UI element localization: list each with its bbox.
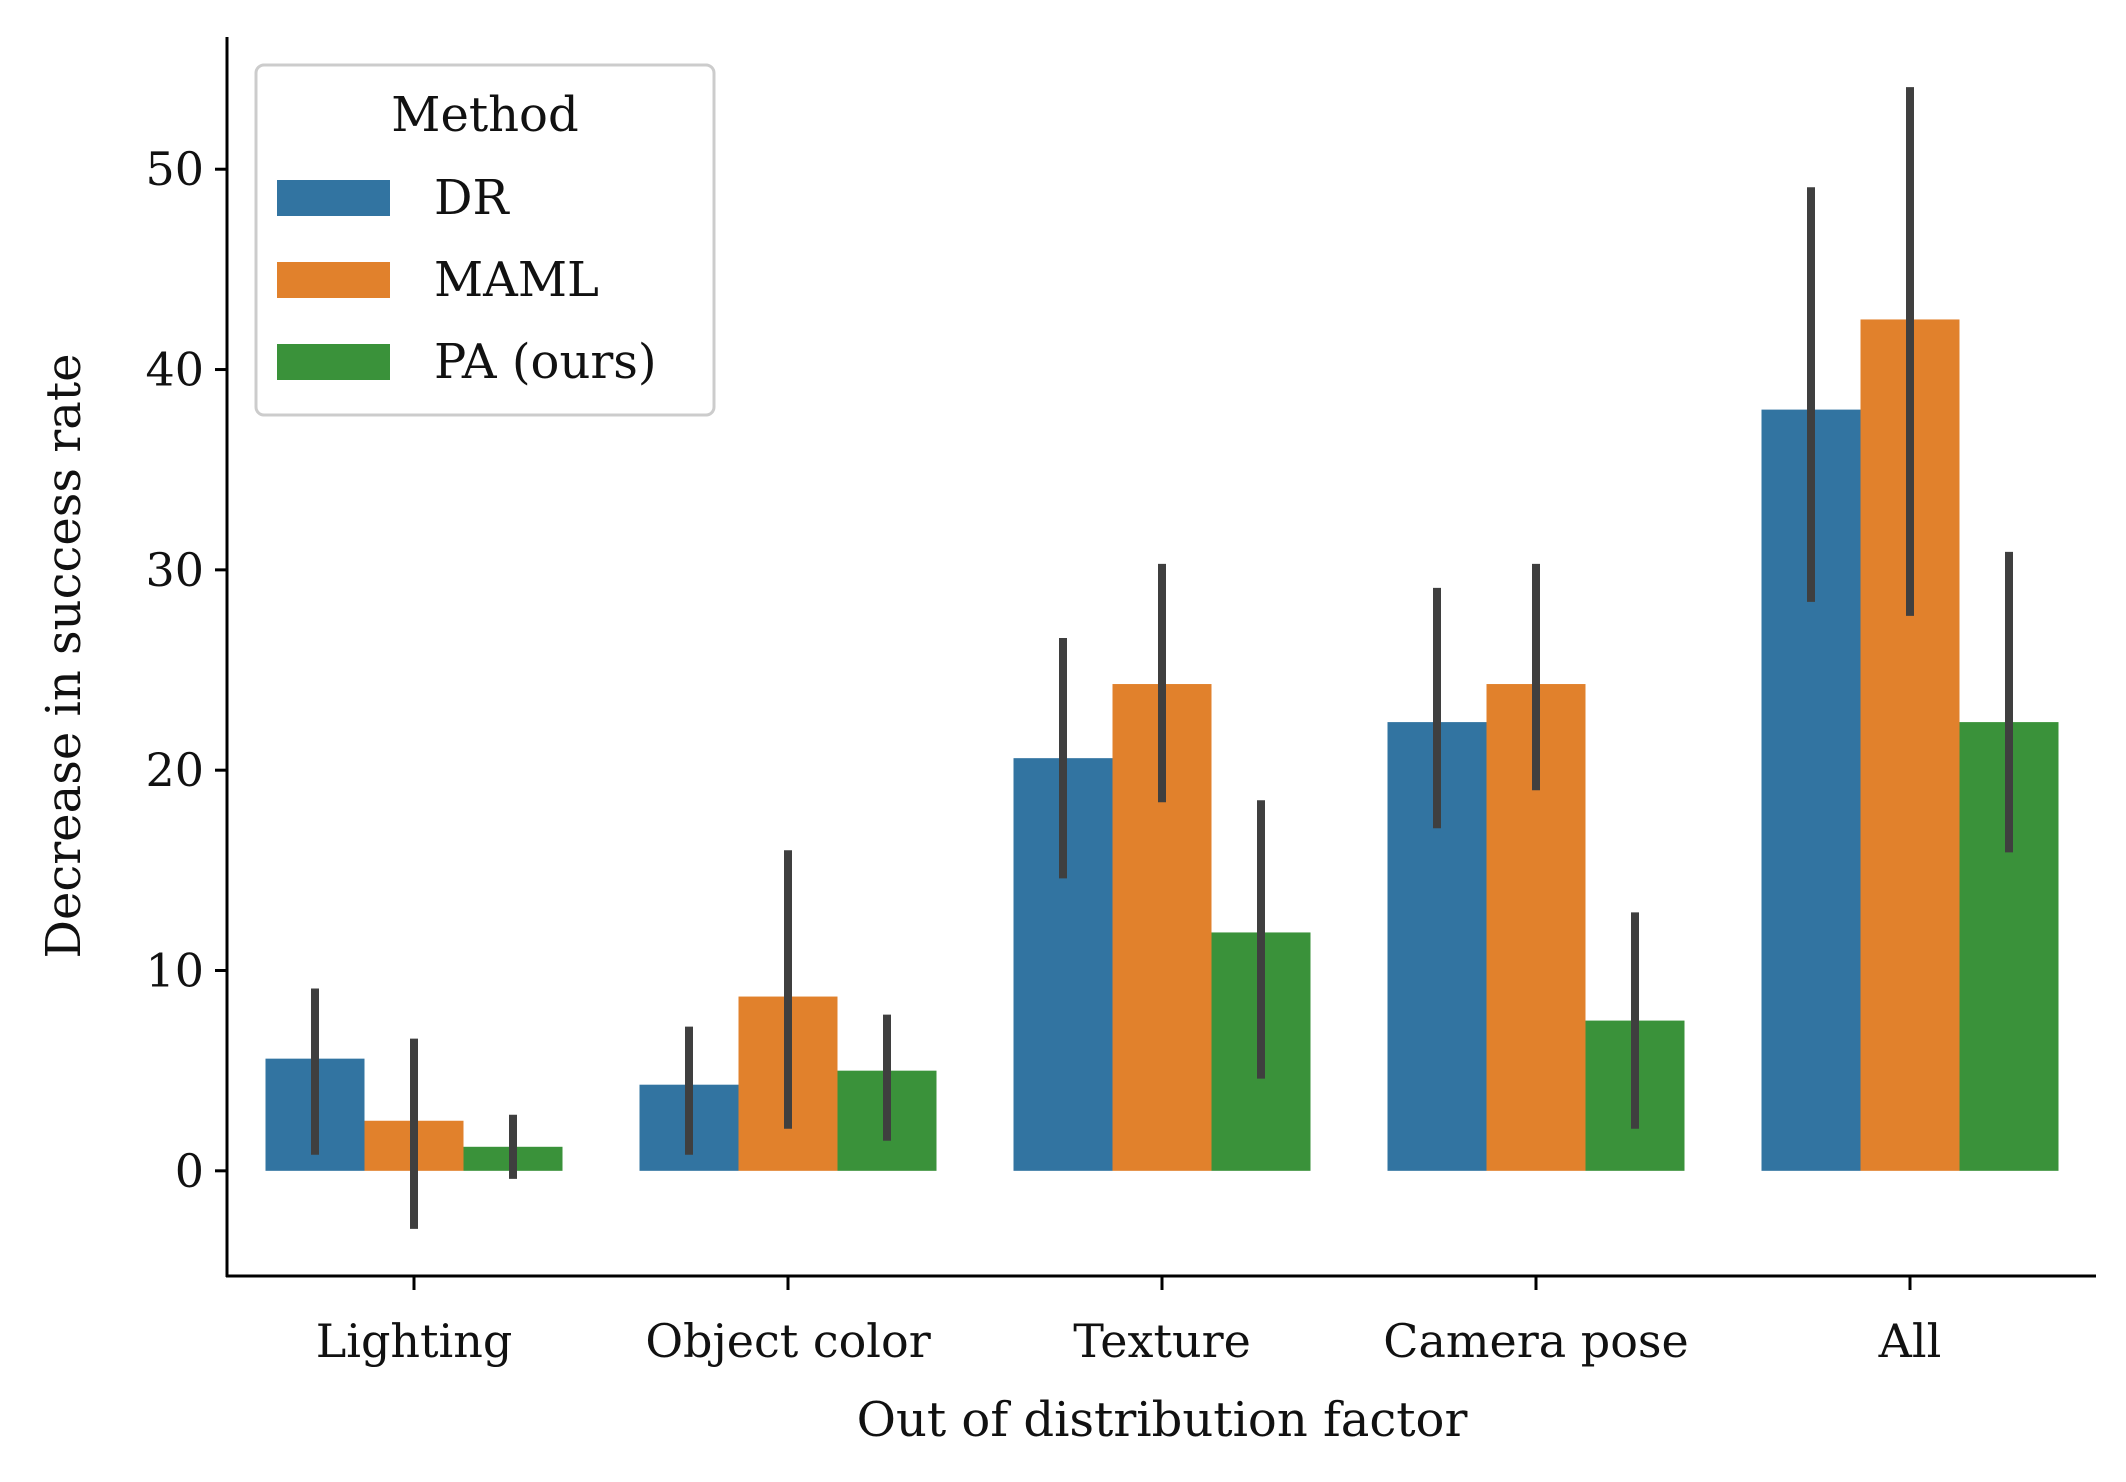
legend: Method DR MAML PA (ours): [254, 63, 716, 417]
x-tick-label: Object color: [645, 1314, 930, 1368]
legend-entries: DR MAML PA (ours): [277, 170, 657, 390]
legend-swatch: [277, 344, 390, 380]
x-tick-label: Lighting: [316, 1314, 513, 1368]
x-tick-label: Texture: [1073, 1314, 1251, 1368]
errorbars-layer: [311, 87, 2013, 1229]
y-tick-label: 10: [145, 944, 204, 998]
y-tick-label: 0: [175, 1144, 204, 1198]
y-tick-label: 20: [145, 743, 204, 797]
x-axis-title: Out of distribution factor: [857, 1392, 1468, 1448]
x-tick-label: Camera pose: [1383, 1314, 1688, 1368]
legend-label: MAML: [434, 252, 599, 308]
legend-frame: [254, 63, 716, 417]
x-ticks: Lighting Object color Texture Camera pose Al…: [316, 1277, 1942, 1368]
legend-swatch: [277, 262, 390, 298]
legend-label: DR: [434, 170, 510, 226]
bars-layer: [265, 319, 2059, 1171]
y-ticks: 0 10 20 30 40 50: [145, 142, 227, 1198]
x-tick-label: All: [1878, 1314, 1942, 1368]
axes-layer: [225, 37, 2096, 1278]
legend-swatch: [277, 180, 390, 216]
y-tick-label: 30: [145, 543, 204, 597]
y-tick-label: 50: [145, 142, 204, 196]
legend-title: Method: [391, 87, 578, 143]
legend-label: PA (ours): [434, 334, 657, 390]
y-axis-title: Decrease in success rate: [36, 353, 92, 958]
y-tick-label: 40: [145, 343, 204, 397]
